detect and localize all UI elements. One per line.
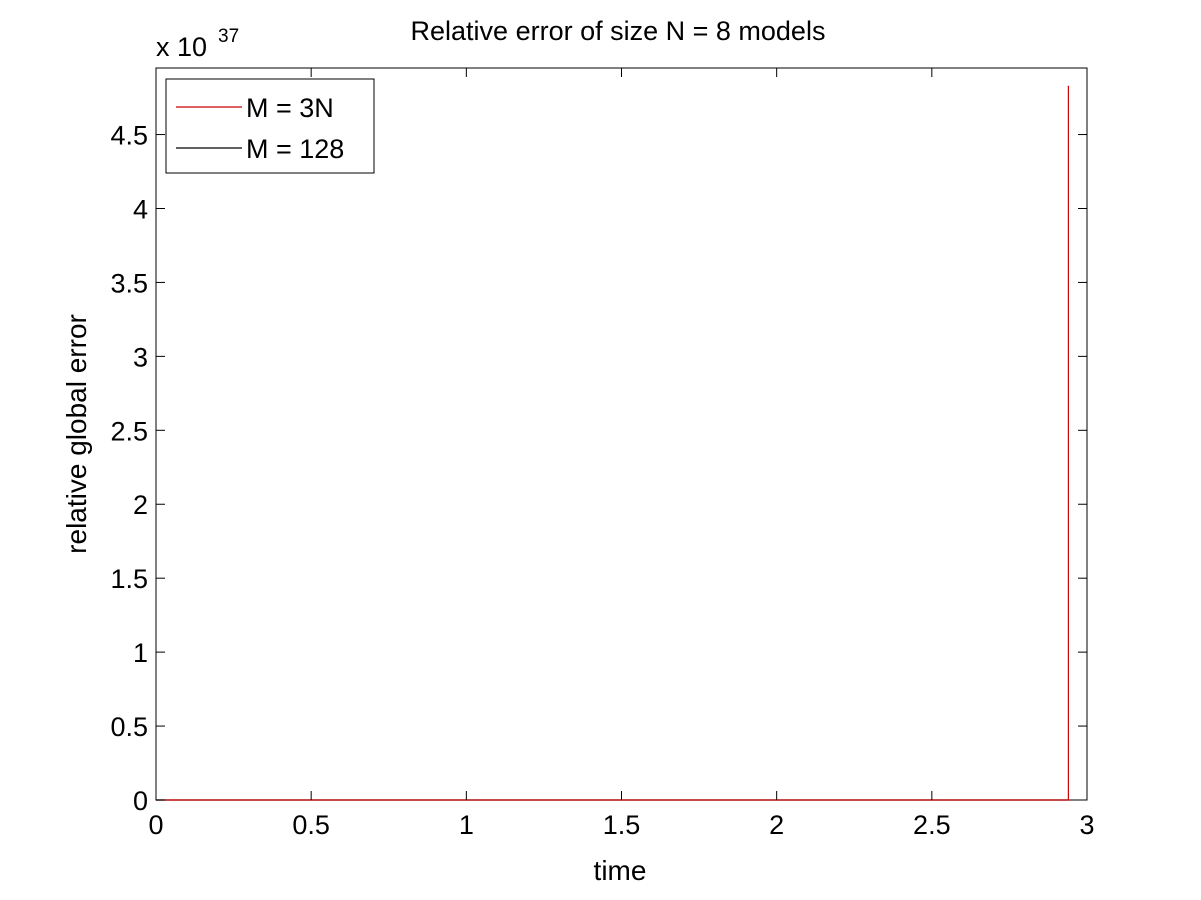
x-tick-label: 3 <box>1079 810 1094 840</box>
y-axis-label: relative global error <box>61 314 92 554</box>
x-tick-label: 0 <box>148 810 163 840</box>
y-tick-label: 3 <box>133 342 148 372</box>
x-tick-label: 0.5 <box>292 810 330 840</box>
chart-title: Relative error of size N = 8 models <box>411 16 826 46</box>
y-tick-label: 4 <box>133 194 148 224</box>
legend-label-m-128: M = 128 <box>246 134 344 164</box>
y-tick-label: 3.5 <box>110 268 148 298</box>
x-tick-label: 2.5 <box>913 810 951 840</box>
y-tick-label: 4.5 <box>110 121 148 151</box>
x-tick-label: 2 <box>769 810 784 840</box>
y-exponent-label: x 10 <box>156 32 207 62</box>
legend-label-m-3n: M = 3N <box>246 93 334 123</box>
y-tick-label: 0.5 <box>110 712 148 742</box>
x-tick-label: 1.5 <box>603 810 641 840</box>
y-exponent-power: 37 <box>218 26 239 47</box>
ticks-layer: 0 0.5 1 1.5 2 2.5 3 0 0.5 1 1.5 2 2.5 3 3.5 4 4.5 <box>110 68 1095 840</box>
y-tick-label: 2.5 <box>110 416 148 446</box>
x-tick-label: 1 <box>459 810 474 840</box>
plot-area <box>155 67 1088 801</box>
legend: M = 3N M = 128 <box>165 78 375 174</box>
y-tick-label: 0 <box>133 786 148 816</box>
legend-box <box>165 78 375 174</box>
x-axis-label: time <box>594 855 647 886</box>
y-tick-label: 1 <box>133 638 148 668</box>
y-tick-label: 1.5 <box>110 564 148 594</box>
y-tick-label: 2 <box>133 490 148 520</box>
